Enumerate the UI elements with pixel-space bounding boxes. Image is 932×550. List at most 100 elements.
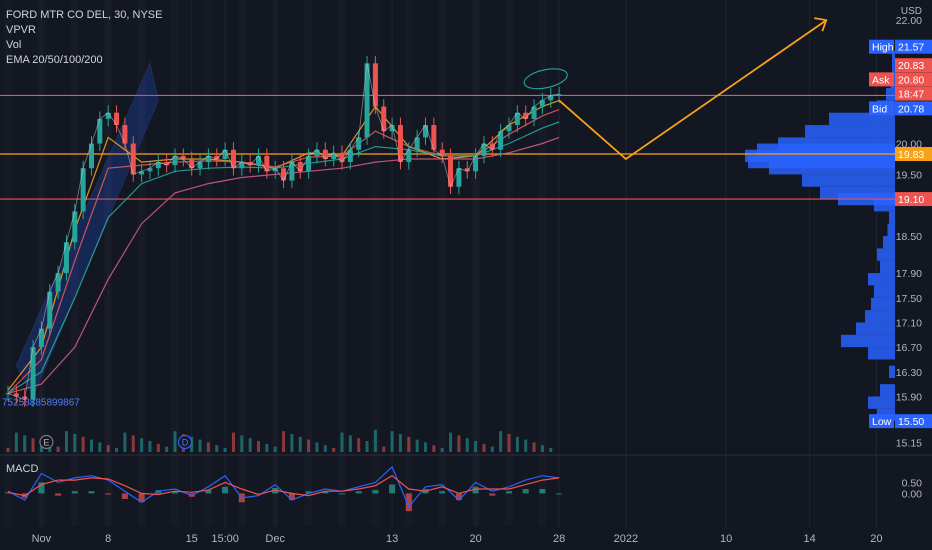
macd-histogram-bar	[55, 493, 62, 496]
vpvr-bar	[889, 365, 895, 378]
macd-title[interactable]: MACD	[6, 463, 39, 475]
macd-histogram-bar	[305, 491, 312, 494]
volume-bar	[131, 435, 135, 452]
volume-bar	[298, 436, 302, 452]
indicator-vol[interactable]: Vol	[6, 39, 22, 51]
vpvr-bar	[880, 260, 895, 274]
candle-body	[172, 155, 178, 166]
candle-body	[55, 273, 61, 292]
volume-bar	[23, 435, 27, 452]
vpvr-bar	[802, 174, 895, 187]
candle-body	[256, 155, 261, 166]
session-stripe	[70, 0, 79, 526]
price-tag-label-bg	[869, 39, 894, 54]
candle-body	[30, 347, 36, 400]
candle-body	[289, 162, 295, 181]
price-tags: High 21.57 20.83 Ask 20.80 18:47 Bid 20.78 19.83…	[869, 39, 932, 429]
volume-bar	[315, 442, 319, 452]
event-marker-label: E	[43, 438, 49, 448]
volume-bar	[474, 441, 478, 452]
candle-body	[297, 162, 303, 172]
indicator-vpvr[interactable]: VPVR	[6, 24, 36, 36]
candle-body	[5, 393, 11, 395]
volume-bar	[73, 434, 77, 452]
volume-bar	[390, 431, 394, 452]
candle-body	[372, 63, 378, 107]
candle-body	[548, 95, 554, 101]
candle-body	[247, 162, 253, 166]
candle-body	[364, 63, 370, 138]
macd-histogram-bar	[222, 486, 229, 494]
candle-body	[381, 106, 387, 132]
volume-bar	[524, 439, 528, 452]
vpvr-bar	[856, 322, 895, 335]
macd-histogram-bar	[489, 493, 496, 496]
macd-histogram-bar	[506, 491, 512, 494]
candle-body	[464, 168, 470, 172]
session-stripe	[338, 0, 346, 526]
volume-bar	[140, 438, 144, 452]
candle-body	[539, 100, 545, 107]
candle-body	[147, 168, 153, 172]
candle-body	[389, 125, 395, 132]
vpvr-bar	[874, 285, 895, 298]
candle-body	[498, 131, 504, 150]
symbol-title[interactable]: FORD MTR CO DEL, 30, NYSE	[6, 9, 163, 21]
price-tick-label: 19.50	[896, 169, 922, 181]
price-tag-value-bg	[895, 101, 932, 116]
candle-body	[189, 158, 195, 169]
price-tag-value: 20.83	[898, 60, 924, 72]
vpvr-bar	[892, 51, 895, 64]
macd-histogram-bar	[71, 491, 78, 494]
candle-body	[423, 125, 428, 138]
candle-body	[13, 393, 19, 397]
price-tag-value: 21.57	[898, 42, 924, 54]
volume-bar	[440, 448, 444, 452]
volume-bars	[6, 429, 553, 452]
time-tick-label: 20	[469, 533, 481, 545]
macd-histogram-bar	[205, 490, 212, 494]
price-tick-label: 17.90	[896, 268, 922, 280]
session-stripe	[4, 0, 12, 526]
volume-bar	[165, 446, 169, 452]
volume-bar	[499, 431, 503, 452]
volume-bar	[215, 445, 219, 452]
vpvr-bar	[841, 334, 895, 348]
price-tag-label: Ask	[872, 74, 890, 86]
session-stripe	[204, 0, 213, 526]
grid	[0, 0, 932, 528]
candle-body	[431, 125, 437, 150]
candle-body	[531, 106, 537, 119]
vpvr-bar	[889, 211, 895, 224]
volume-bar	[290, 434, 294, 452]
volume-bar	[206, 442, 210, 452]
session-stripe	[304, 0, 313, 526]
macd-tick-label: 0.00	[902, 488, 923, 500]
candle-body	[122, 125, 128, 144]
price-series	[5, 55, 568, 407]
vpvr-bar	[805, 125, 895, 138]
price-tick-label: 15.15	[896, 438, 922, 450]
macd-histogram-bar	[172, 491, 178, 494]
vpvr-bar	[871, 297, 895, 311]
currency-label[interactable]: USD	[900, 6, 922, 17]
session-stripe	[137, 0, 146, 526]
volume-bar	[56, 446, 60, 452]
time-axis[interactable]: Nov 8 15 15:00 Dec 13 20 28 2022 10 14 20	[32, 533, 883, 545]
macd-histogram-bar	[288, 493, 295, 501]
candle-body	[89, 143, 94, 169]
time-tick-label: 13	[386, 533, 398, 545]
candle-body	[556, 94, 562, 96]
price-tag-label: Bid	[872, 103, 887, 115]
price-axis[interactable]: 22.0020.0019.5018.5017.9017.5017.1016.70…	[896, 15, 922, 500]
candle-body	[397, 125, 403, 163]
volume-bar	[357, 438, 361, 452]
volume-bar	[90, 439, 93, 452]
volume-bar	[340, 432, 344, 452]
candle-body	[38, 328, 44, 348]
volume-bar	[540, 445, 544, 452]
vpvr-bar	[778, 137, 895, 150]
indicator-ema[interactable]: EMA 20/50/100/200	[6, 54, 103, 66]
candle-body	[164, 162, 170, 166]
